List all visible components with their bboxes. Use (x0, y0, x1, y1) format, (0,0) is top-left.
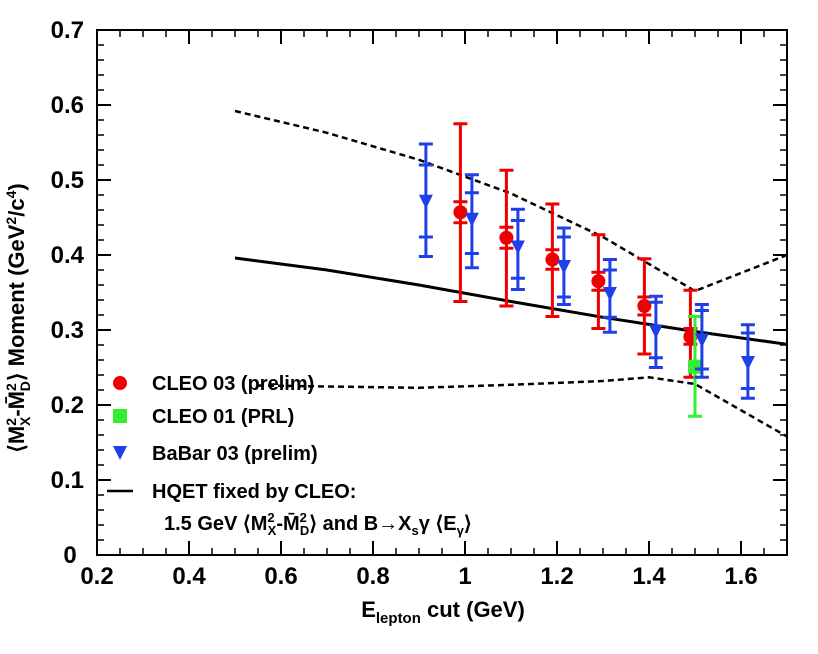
legend-label-hqet: HQET fixed by CLEO: (152, 481, 356, 503)
theory-curves (234, 109, 788, 438)
x-tick-label: 0.8 (356, 563, 389, 590)
legend-label-cleo01: CLEO 01 (PRL) (152, 406, 294, 428)
hqet-curve (234, 256, 788, 346)
x-tick-label: 0.2 (80, 563, 113, 590)
legend-marker-babar03 (113, 446, 127, 460)
data-point-babar03 (694, 333, 709, 348)
x-tick-label: 0.4 (172, 563, 206, 590)
y-axis-title: ⟨M2X-M̄2D⟩ Moment (GeV2/c4) (3, 183, 33, 452)
x-axis-title: Elepton cut (GeV) (361, 597, 525, 627)
legend-label-hqet-detail: 1.5 GeV ⟨M2 X-M̄2 D⟩ and B→Xsγ ⟨Eγ⟩ (164, 510, 472, 538)
legend-marker-cleo01 (113, 409, 127, 423)
data-point-cleo03 (453, 205, 468, 220)
band-upper-curve (234, 109, 788, 293)
x-tick-label: 1.6 (724, 563, 757, 590)
y-tick-label: 0.6 (51, 92, 84, 119)
plot-frame (96, 29, 788, 556)
y-tick-label: 0.3 (51, 317, 84, 344)
x-tick-label: 0.6 (264, 563, 297, 590)
y-tick-label: 0.5 (51, 167, 84, 194)
origin-label: 0 (63, 542, 76, 569)
axis-ticks: 0.2 0.4 0.6 0.8 1 1.2 1.4 1.6 0.1 0.2 0.3 0.4 0.5 0.6… (51, 17, 788, 590)
data-point-babar03 (418, 194, 433, 209)
data-points (418, 122, 755, 418)
legend-label-babar03: BaBar 03 (prelim) (152, 443, 318, 465)
legend-label-cleo03: CLEO 03 (prelim) (152, 373, 314, 395)
x-tick-label: 1 (458, 563, 471, 590)
data-point-babar03 (510, 240, 525, 255)
data-point-cleo03 (499, 230, 514, 245)
band-lower-curve (257, 376, 788, 438)
data-point-babar03 (602, 287, 617, 301)
legend-marker-cleo03 (113, 376, 127, 390)
x-tick-label: 1.4 (632, 563, 666, 590)
x-tick-label: 1.2 (540, 563, 573, 590)
y-tick-label: 0.1 (51, 467, 84, 494)
data-point-cleo03 (591, 274, 606, 289)
data-point-babar03 (740, 356, 755, 370)
data-point-cleo01 (688, 359, 702, 374)
data-point-cleo03 (637, 299, 652, 313)
y-tick-label: 0.7 (51, 17, 84, 44)
data-point-babar03 (556, 260, 571, 274)
data-point-babar03 (464, 212, 479, 227)
legend: CLEO 03 (prelim) CLEO 01 (PRL) BaBar 03 … (107, 373, 472, 538)
data-point-babar03 (648, 324, 663, 339)
y-tick-label: 0.2 (51, 392, 84, 419)
y-tick-label: 0.4 (51, 242, 85, 269)
data-point-cleo03 (545, 252, 560, 267)
